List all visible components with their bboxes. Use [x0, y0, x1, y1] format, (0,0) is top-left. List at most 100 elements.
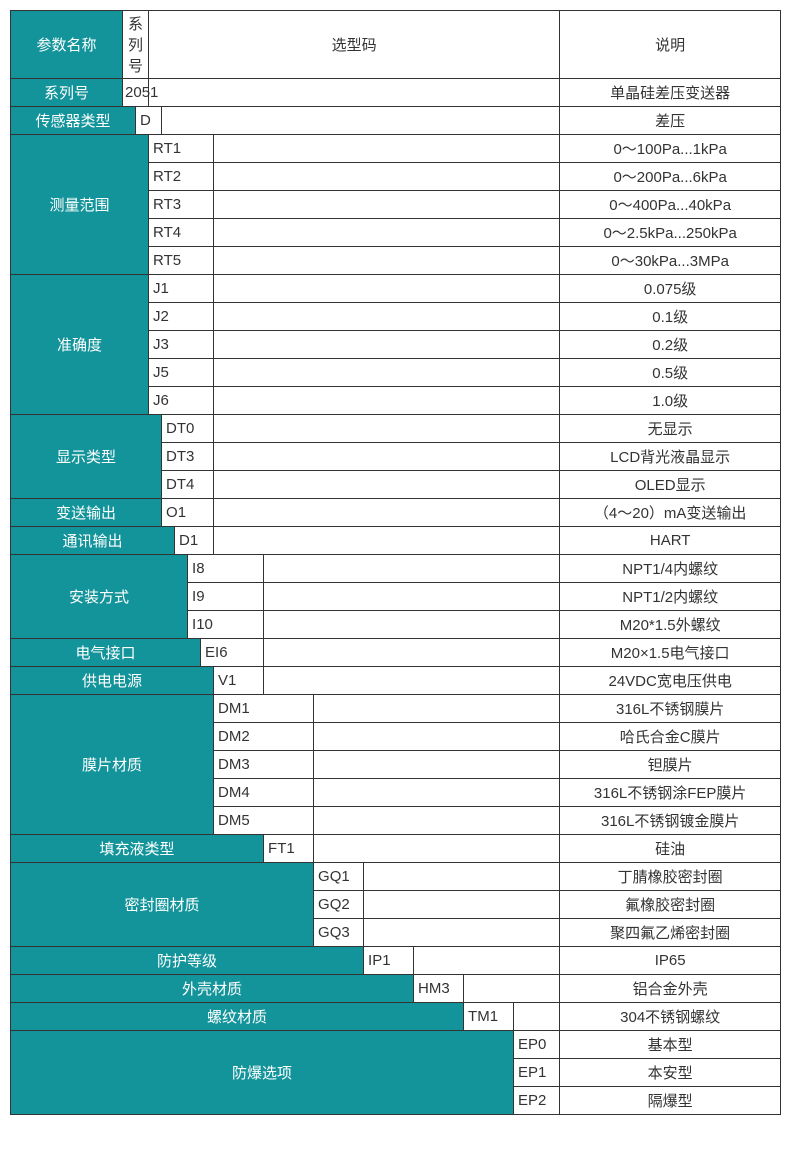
sensor-label: 传感器类型 [11, 107, 136, 135]
empty [162, 107, 560, 135]
accuracy-code: J1 [149, 275, 214, 303]
empty [214, 303, 560, 331]
display-desc: LCD背光液晶显示 [560, 443, 781, 471]
empty [464, 975, 560, 1003]
thread-desc: 304不锈钢螺纹 [560, 1003, 781, 1031]
seal-desc: 丁腈橡胶密封圈 [560, 863, 781, 891]
commout-label: 通讯输出 [11, 527, 175, 555]
diaphragm-desc: 316L不锈钢膜片 [560, 695, 781, 723]
empty [149, 79, 560, 107]
power-code: V1 [214, 667, 264, 695]
accuracy-code: J3 [149, 331, 214, 359]
diaphragm-label: 膜片材质 [11, 695, 214, 835]
range-desc: 0～200Pa...6kPa [560, 163, 781, 191]
header-code: 选型码 [149, 11, 560, 79]
empty [314, 835, 560, 863]
range-desc: 0～2.5kPa...250kPa [560, 219, 781, 247]
exproof-desc: 基本型 [560, 1031, 781, 1059]
sensor-code: D [136, 107, 162, 135]
seal-desc: 氟橡胶密封圈 [560, 891, 781, 919]
empty [414, 947, 560, 975]
series-desc: 单晶硅差压变送器 [560, 79, 781, 107]
transout-code: O1 [162, 499, 214, 527]
elec-code: EI6 [201, 639, 264, 667]
empty [314, 723, 560, 751]
empty [364, 891, 560, 919]
empty [214, 135, 560, 163]
range-code: RT2 [149, 163, 214, 191]
accuracy-code: J2 [149, 303, 214, 331]
empty [514, 1003, 560, 1031]
empty [264, 555, 560, 583]
empty [314, 779, 560, 807]
accuracy-code: J6 [149, 387, 214, 415]
series-label: 系列号 [11, 79, 123, 107]
thread-code: TM1 [464, 1003, 514, 1031]
range-code: RT1 [149, 135, 214, 163]
empty [214, 163, 560, 191]
exproof-desc: 隔爆型 [560, 1087, 781, 1115]
empty [264, 611, 560, 639]
range-code: RT3 [149, 191, 214, 219]
mount-code: I9 [188, 583, 264, 611]
range-desc: 0～400Pa...40kPa [560, 191, 781, 219]
empty [214, 331, 560, 359]
range-label: 测量范围 [11, 135, 149, 275]
fill-code: FT1 [264, 835, 314, 863]
accuracy-desc: 1.0级 [560, 387, 781, 415]
housing-label: 外壳材质 [11, 975, 414, 1003]
range-desc: 0～100Pa...1kPa [560, 135, 781, 163]
empty [314, 807, 560, 835]
selection-table: 参数名称 系列号 选型码 说明 系列号 2051 单晶硅差压变送器 传感器类型 … [10, 10, 781, 1115]
empty [214, 387, 560, 415]
mount-desc: NPT1/2内螺纹 [560, 583, 781, 611]
mount-code: I8 [188, 555, 264, 583]
mount-desc: M20*1.5外螺纹 [560, 611, 781, 639]
display-code: DT3 [162, 443, 214, 471]
empty [214, 471, 560, 499]
display-desc: 无显示 [560, 415, 781, 443]
diaphragm-code: DM5 [214, 807, 314, 835]
header-param: 参数名称 [11, 11, 123, 79]
mount-label: 安装方式 [11, 555, 188, 639]
commout-code: D1 [175, 527, 214, 555]
exproof-label: 防爆选项 [11, 1031, 514, 1115]
transout-label: 变送输出 [11, 499, 162, 527]
ip-desc: IP65 [560, 947, 781, 975]
empty [264, 639, 560, 667]
exproof-code: EP1 [514, 1059, 560, 1087]
fill-label: 填充液类型 [11, 835, 264, 863]
power-label: 供电电源 [11, 667, 214, 695]
mount-desc: NPT1/4内螺纹 [560, 555, 781, 583]
sensor-desc: 差压 [560, 107, 781, 135]
empty [364, 919, 560, 947]
empty [364, 863, 560, 891]
accuracy-desc: 0.5级 [560, 359, 781, 387]
header-series: 系列号 [123, 11, 149, 79]
seal-code: GQ3 [314, 919, 364, 947]
diaphragm-code: DM4 [214, 779, 314, 807]
accuracy-desc: 0.2级 [560, 331, 781, 359]
diaphragm-desc: 哈氏合金C膜片 [560, 723, 781, 751]
commout-desc: HART [560, 527, 781, 555]
diaphragm-desc: 316L不锈钢涂FEP膜片 [560, 779, 781, 807]
display-code: DT4 [162, 471, 214, 499]
ip-code: IP1 [364, 947, 414, 975]
diaphragm-desc: 钽膜片 [560, 751, 781, 779]
empty [314, 695, 560, 723]
range-desc: 0～30kPa...3MPa [560, 247, 781, 275]
empty [214, 527, 560, 555]
header-desc: 说明 [560, 11, 781, 79]
exproof-code: EP2 [514, 1087, 560, 1115]
empty [214, 191, 560, 219]
empty [214, 219, 560, 247]
housing-code: HM3 [414, 975, 464, 1003]
ip-label: 防护等级 [11, 947, 364, 975]
transout-desc: （4～20）mA变送输出 [560, 499, 781, 527]
exproof-code: EP0 [514, 1031, 560, 1059]
mount-code: I10 [188, 611, 264, 639]
seal-code: GQ2 [314, 891, 364, 919]
display-desc: OLED显示 [560, 471, 781, 499]
empty [214, 443, 560, 471]
diaphragm-code: DM3 [214, 751, 314, 779]
